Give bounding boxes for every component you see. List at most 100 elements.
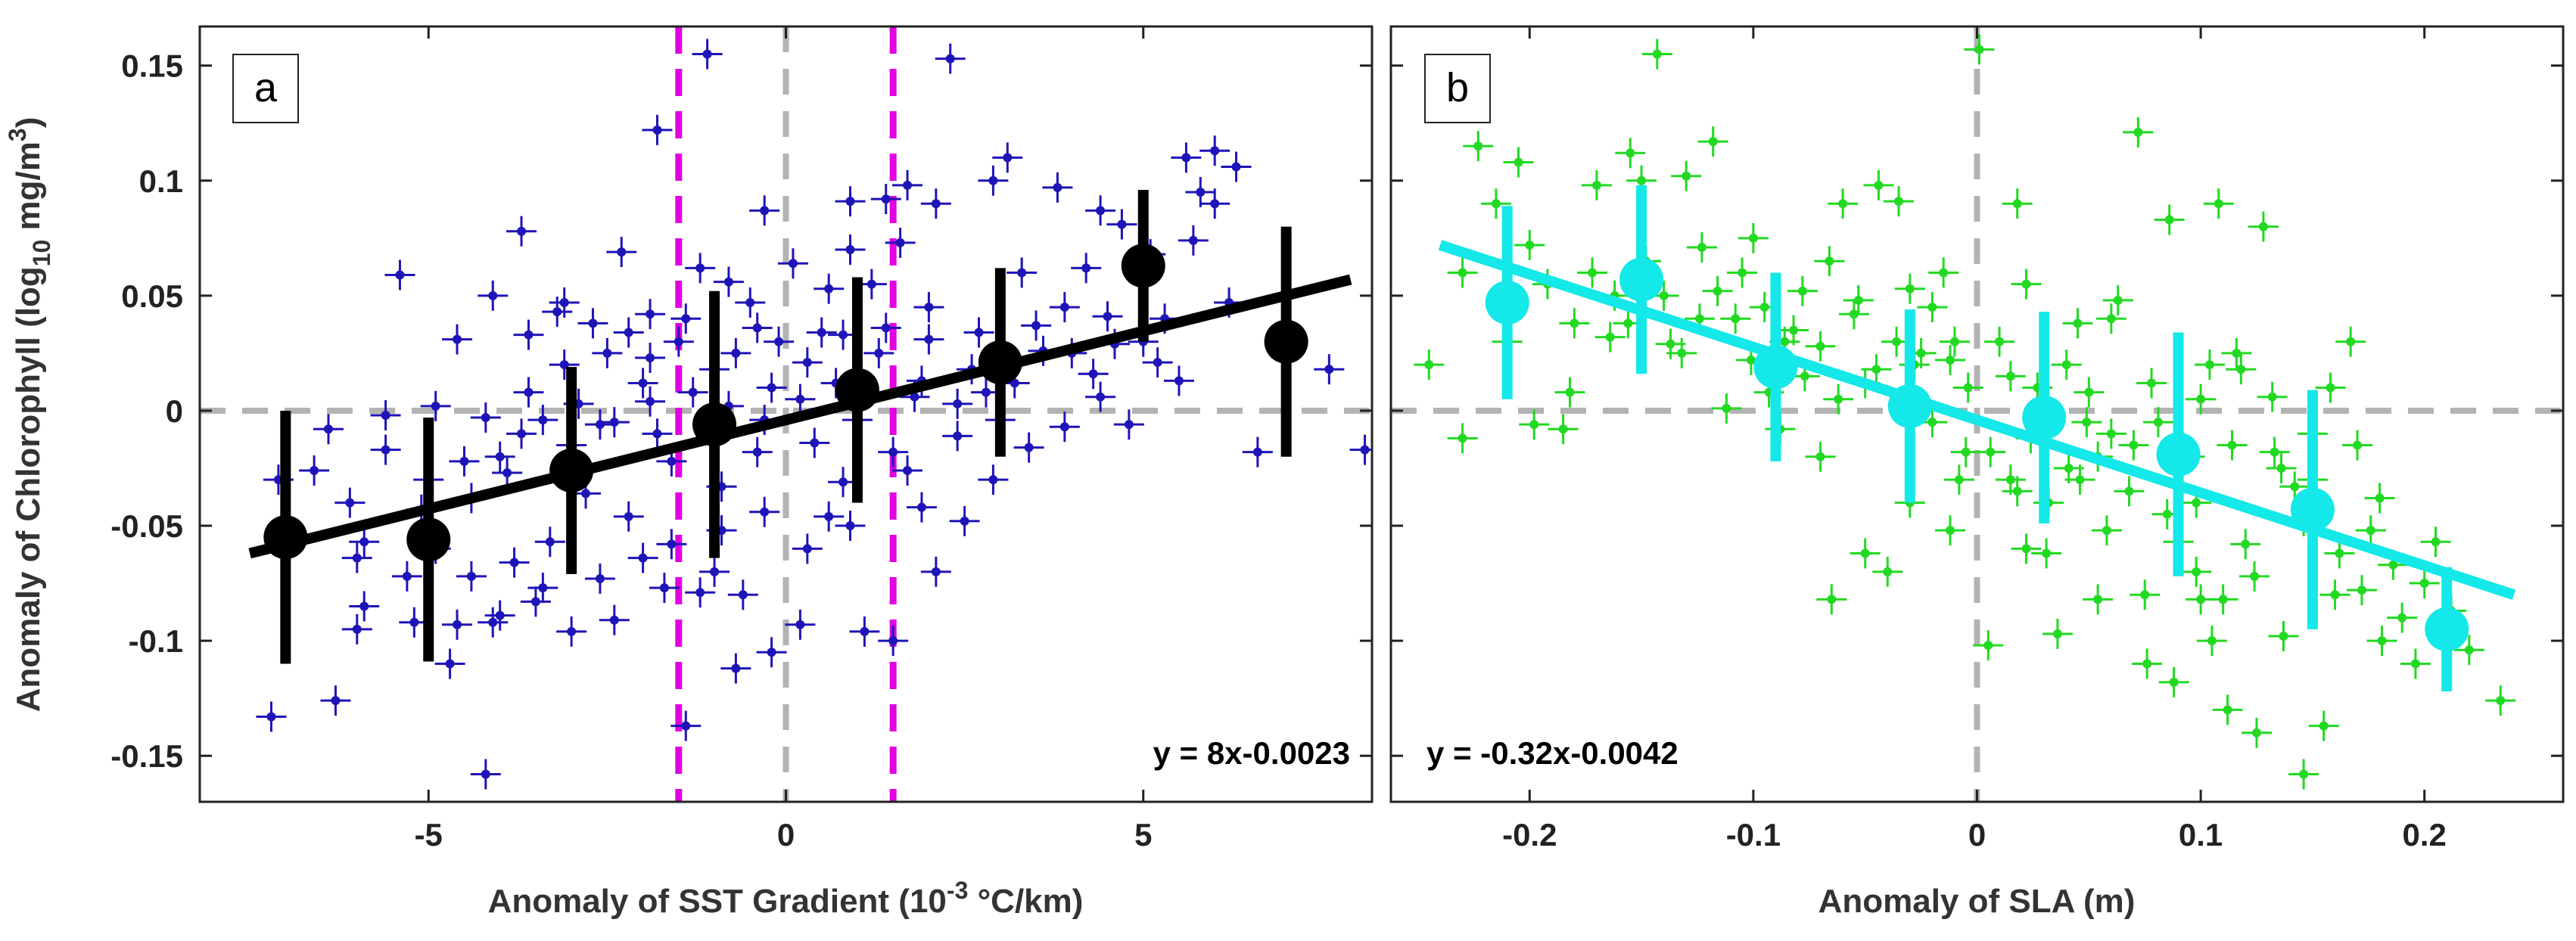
panel-b-point — [1727, 257, 1758, 288]
panel-a-point — [713, 266, 744, 297]
panel-b-point — [2042, 618, 2073, 649]
panel-a-point — [756, 637, 787, 668]
panel-a-point — [720, 653, 751, 684]
panel-a-point — [685, 253, 716, 284]
panel-b-point — [2355, 515, 2386, 546]
panel-b-x-label: Anomaly of SLA (m) — [1818, 883, 2136, 920]
panel-a-point — [1349, 434, 1372, 465]
panel-b-point — [1939, 326, 1970, 357]
panel-b-point — [1581, 169, 1612, 200]
panel-a-point — [828, 467, 859, 498]
panel-a-point — [1171, 142, 1202, 173]
panel-b-point — [2259, 436, 2290, 467]
panel-b-point — [2308, 710, 2339, 741]
panel-a-point — [806, 317, 837, 348]
panel-a-point — [814, 501, 845, 532]
panel-a: -5 0 5 0.15 0.1 0.05 0 -0.05 -0.1 -0.15 a y = 8x-… — [110, 25, 1374, 920]
panel-a-point — [835, 186, 866, 217]
panel-b-point — [2324, 538, 2355, 569]
panel-b-point — [2158, 666, 2189, 697]
panel-a-ytick-label: 0.05 — [121, 278, 183, 314]
panel-a-point — [892, 169, 923, 200]
panel-a-bin-7 — [1264, 226, 1308, 457]
panel-b-point — [1952, 372, 1983, 403]
panel-a-point — [892, 455, 923, 486]
panel-a-point — [1049, 292, 1080, 323]
panel-a-point — [1178, 225, 1209, 256]
panel-a-point — [613, 501, 644, 532]
panel-a-point — [870, 184, 901, 215]
panel-b-point — [2031, 538, 2062, 569]
panel-a-point — [434, 648, 465, 679]
panel-b-point — [2074, 377, 2105, 408]
panel-a-point — [341, 613, 372, 644]
panel-b-point — [1720, 303, 1751, 334]
panel-b-point — [1463, 131, 1494, 162]
panel-a-point — [1163, 365, 1194, 396]
panel-a-point — [749, 496, 780, 527]
panel-a-point — [1085, 195, 1116, 226]
panel-a-point — [627, 542, 658, 573]
panel-a-bin-marker — [692, 402, 737, 447]
panel-b-bin-marker — [1887, 384, 1932, 428]
panel-b-point — [1738, 222, 1769, 253]
panel-a-point — [835, 511, 866, 542]
panel-b-point — [2279, 471, 2310, 502]
panel-a-point — [992, 142, 1023, 173]
panel-a-point — [1199, 188, 1230, 219]
panel-a-point — [549, 349, 580, 380]
panel-a-bin-marker — [978, 340, 1022, 385]
panel-b-point — [2136, 368, 2167, 399]
panel-b-point — [2064, 464, 2095, 495]
panel-b-point — [1711, 393, 1742, 424]
panel-a-point — [785, 609, 816, 640]
panel-a-point — [1314, 354, 1345, 385]
panel-a-point — [549, 287, 580, 318]
panel-a-point — [484, 441, 515, 472]
panel-a-xtick-label: 0 — [777, 817, 795, 852]
panel-a-point — [727, 579, 758, 610]
panel-a-point — [978, 464, 1009, 495]
panel-b-point — [2409, 568, 2440, 599]
panel-a-point — [742, 312, 773, 343]
panel-b-point — [2051, 349, 2082, 380]
panel-a-bin-3 — [692, 290, 737, 558]
panel-a-point — [849, 616, 880, 647]
panel-a-xtick-label: 5 — [1134, 817, 1152, 852]
panel-a-point — [777, 248, 808, 279]
panel-a-point — [735, 287, 766, 318]
panel-b-point — [1828, 188, 1859, 219]
panel-b-point — [2181, 556, 2212, 587]
panel-b-point — [1577, 257, 1608, 288]
panel-a-point — [942, 388, 973, 419]
panel-a-point — [756, 372, 787, 403]
panel-b-xtick-label: -0.2 — [1502, 817, 1557, 852]
panel-a-ytick-label: 0 — [166, 393, 183, 429]
panel-a-point — [677, 377, 708, 408]
panel-a-ytick-label: 0.15 — [121, 48, 183, 84]
panel-b-bin-marker — [1619, 257, 1664, 302]
panel-b-bin-marker — [2156, 432, 2201, 477]
panel-a-point — [692, 39, 723, 70]
panel-a-bin-marker — [549, 449, 594, 493]
panel-b-point — [2194, 349, 2225, 380]
panel-a-point — [384, 259, 415, 290]
panel-b-bin-7 — [2425, 567, 2469, 692]
panel-b-point — [2366, 626, 2397, 657]
panel-a-bin-marker — [263, 515, 308, 560]
panel-a-point — [456, 561, 487, 592]
panel-b-point — [2083, 584, 2114, 615]
panel-a-point — [1071, 253, 1102, 284]
panel-b-point — [2002, 188, 2033, 219]
panel-a-point — [334, 487, 366, 518]
panel-b-point — [1626, 165, 1657, 196]
panel-b-point — [2226, 354, 2257, 385]
panel-a-point — [685, 577, 716, 608]
panel-a-point — [670, 303, 702, 334]
panel-b-point — [1850, 538, 1881, 569]
panel-b-point — [2011, 533, 2042, 564]
panel-a-point — [1221, 151, 1252, 182]
panel-a-point — [256, 701, 287, 732]
panel-b-point — [1447, 257, 1478, 288]
panel-a-bin-2 — [549, 367, 594, 574]
